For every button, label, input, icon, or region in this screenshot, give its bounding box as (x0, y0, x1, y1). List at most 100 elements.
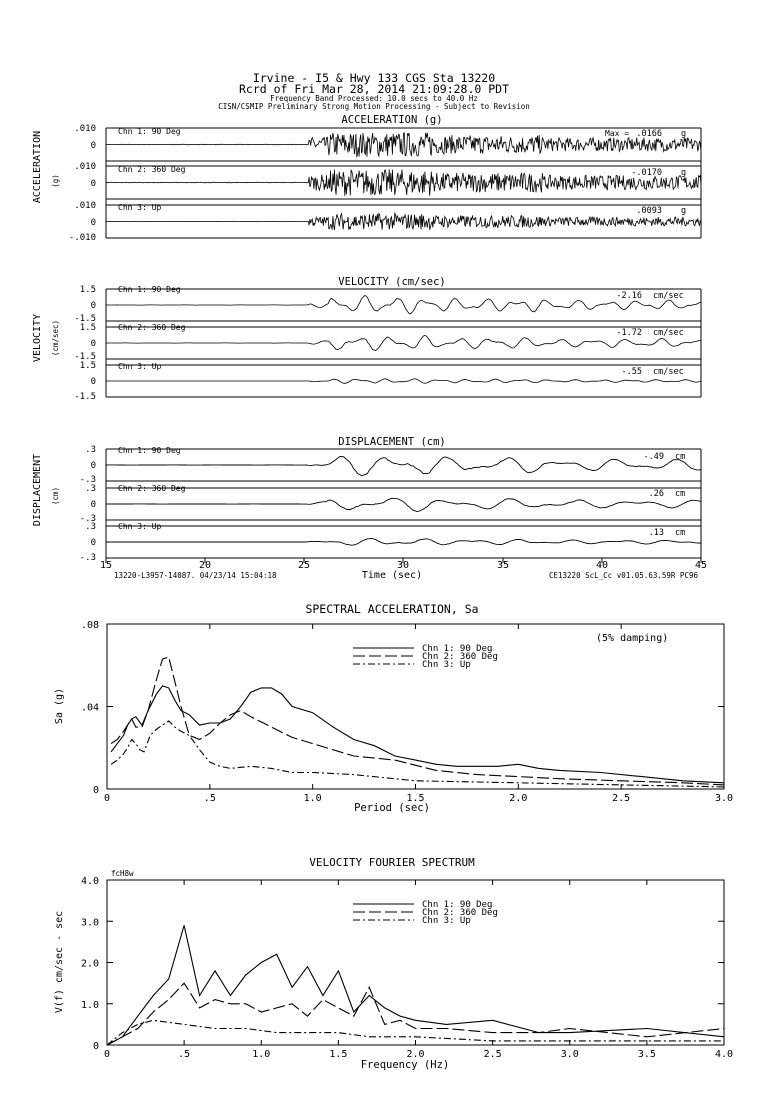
spectral-xticks: 0 .5 1.0 1.5 2.0 2.5 3.0 (104, 624, 733, 804)
displacement-channel-3-unit: cm (675, 528, 685, 538)
acceleration-channel-2-peak: -.0170 (631, 168, 662, 178)
acceleration-trace-chn1 (105, 132, 702, 158)
displacement-channel-1-label: Chn 1: 90 Deg (118, 446, 181, 455)
acceleration-channel-2-unit: g (681, 168, 686, 178)
fourier-xlabel: Frequency (Hz) (361, 1059, 450, 1071)
velocity-ytick-3-top: 1.5 (80, 361, 96, 371)
acceleration-trace-chn2 (105, 168, 702, 196)
acceleration-ylabel: ACCELERATION (32, 131, 43, 203)
spectral-xtick-label: 1.5 (406, 793, 424, 804)
fourier-ytick-label: 0 (93, 1041, 99, 1052)
spectral-xtick-label: 1.0 (304, 793, 322, 804)
fourier-legend-label-3: Chn 3: Up (422, 916, 471, 926)
fourier-yticks: 0 1.0 2.0 3.0 4.0 (81, 876, 724, 1052)
fourier-xtick-label: 0 (104, 1049, 110, 1060)
acceleration-channel-1-label: Chn 1: 90 Deg (118, 127, 181, 136)
acceleration-channel-1-peak: .0166 (636, 129, 662, 139)
spectral-legend-label-1: Chn 1: 90 Deg (422, 644, 492, 654)
displacement-ytick-3-top: .3 (85, 522, 96, 532)
displacement-ytick-1-zero: 0 (91, 461, 96, 471)
velocity-channel-1-peak: -2.16 (616, 291, 642, 301)
displacement-trace-chn3 (106, 538, 702, 546)
acceleration-ytick-3-zero: 0 (91, 218, 96, 228)
fourier-title: VELOCITY FOURIER SPECTRUM (309, 856, 475, 869)
displacement-ytick-1-top: .3 (85, 445, 96, 455)
displacement-trace-chn1 (105, 456, 702, 477)
acceleration-channel-3-peak: .0093 (636, 206, 662, 216)
spectral-xlabel: Period (sec) (354, 802, 430, 814)
velocity-channel-3-unit: cm/sec (653, 367, 684, 377)
spectral-damping-note: (5% damping) (596, 633, 668, 644)
fourier-xtick-label: 2.5 (484, 1049, 502, 1060)
velocity-ytick-2-bottom: -1.5 (74, 352, 96, 362)
displacement-ytick-3-bottom: -.3 (80, 553, 96, 563)
fourier-legend-label-2: Chn 2: 360 Deg (422, 908, 498, 918)
acceleration-ytick-2-top: .010 (74, 162, 96, 172)
acceleration-channel-3-unit: g (681, 206, 686, 216)
spectral-series-1 (110, 685, 725, 784)
displacement-ytick-2-zero: 0 (91, 500, 96, 510)
displacement-ytick-3-zero: 0 (91, 538, 96, 548)
time-tick-label-45: 45 (695, 560, 707, 571)
acceleration-channel-1-unit: g (681, 129, 686, 139)
displacement-channel-3-peak: .13 (649, 528, 664, 538)
displacement-channel-2-peak: .26 (649, 489, 664, 499)
acceleration-panel: ACCELERATION (g) ACCELERATION (g) .010 0… (32, 114, 702, 243)
displacement-ytick-2-bottom: -.3 (80, 514, 96, 524)
velocity-channel-3-label: Chn 3: Up (118, 362, 162, 371)
velocity-ytick-3-bottom: -1.5 (74, 392, 96, 402)
spectral-xtick-label: 3.0 (715, 793, 733, 804)
acceleration-ytick-1-zero: 0 (91, 141, 96, 151)
header-disclaimer-line: CISN/CSMIP Preliminary Strong Motion Pro… (218, 102, 530, 111)
spectral-xtick-label: 0 (104, 793, 110, 804)
acceleration-ytick-2-zero: 0 (91, 179, 96, 189)
fourier-xtick-label: 1.0 (252, 1049, 270, 1060)
time-tick-label-20: 20 (199, 560, 211, 571)
displacement-channel-3-label: Chn 3: Up (118, 522, 162, 531)
velocity-channel-3-peak: -.55 (622, 367, 642, 377)
fourier-xtick-label: 3.5 (638, 1049, 656, 1060)
spectral-series-2 (110, 656, 725, 786)
fourier-ytick-label: 2.0 (81, 959, 99, 970)
spectral-plot-frame (106, 623, 725, 790)
fourier-series-3 (106, 1019, 724, 1046)
fourier-ytick-label: 4.0 (81, 876, 99, 887)
velocity-trace-chn3 (106, 378, 702, 384)
displacement-trace-chn2 (106, 497, 702, 513)
header-band-line: Frequency Band Processed: 10.0 secs to 4… (270, 94, 478, 103)
acceleration-channel-3-label: Chn 3: Up (118, 203, 162, 212)
figure-header: Irvine - I5 & Hwy 133 CGS Sta 13220 Rcrd… (218, 71, 530, 111)
time-tick-label-25: 25 (298, 560, 310, 571)
spectral-series-3 (110, 720, 725, 788)
velocity-channel-2-unit: cm/sec (653, 328, 684, 338)
velocity-yunit: (cm/sec) (51, 320, 60, 356)
displacement-ylabel: DISPLACEMENT (32, 454, 43, 526)
time-tick-label-15: 15 (100, 560, 112, 571)
spectral-xtick-label: .5 (204, 793, 216, 804)
acceleration-ytick-1-top: .010 (74, 124, 96, 134)
acceleration-channel-2-label: Chn 2: 360 Deg (118, 165, 186, 174)
time-axis-ticks (105, 558, 702, 563)
acceleration-ytick-3-bottom: -.010 (69, 233, 96, 243)
time-tick-label-30: 30 (397, 560, 409, 571)
fourier-xtick-label: 3.0 (561, 1049, 579, 1060)
spectral-ylabel: Sa (g) (54, 688, 65, 724)
velocity-channel-2-label: Chn 2: 360 Deg (118, 323, 186, 332)
fourier-legend-label-1: Chn 1: 90 Deg (422, 900, 492, 910)
header-record-line: Rcrd of Fri Mar 28, 2014 21:09:28.0 PDT (239, 82, 509, 96)
velocity-ytick-1-bottom: -1.5 (74, 314, 96, 324)
time-tick-label-35: 35 (497, 560, 509, 571)
acceleration-max-label: Max = (605, 129, 629, 138)
acceleration-trace-chn3 (105, 212, 702, 231)
fourier-corner-label: fcH8w (111, 869, 134, 878)
velocity-ytick-1-zero: 0 (91, 301, 96, 311)
velocity-title: VELOCITY (cm/sec) (338, 276, 445, 288)
velocity-trace-chn2 (106, 334, 702, 351)
displacement-panel: DISPLACEMENT (cm) DISPLACEMENT (cm) .3 0… (32, 436, 707, 581)
acceleration-title: ACCELERATION (g) (341, 114, 442, 126)
displacement-channel-1-peak: -.49 (644, 452, 664, 462)
fourier-ytick-label: 3.0 (81, 917, 99, 928)
